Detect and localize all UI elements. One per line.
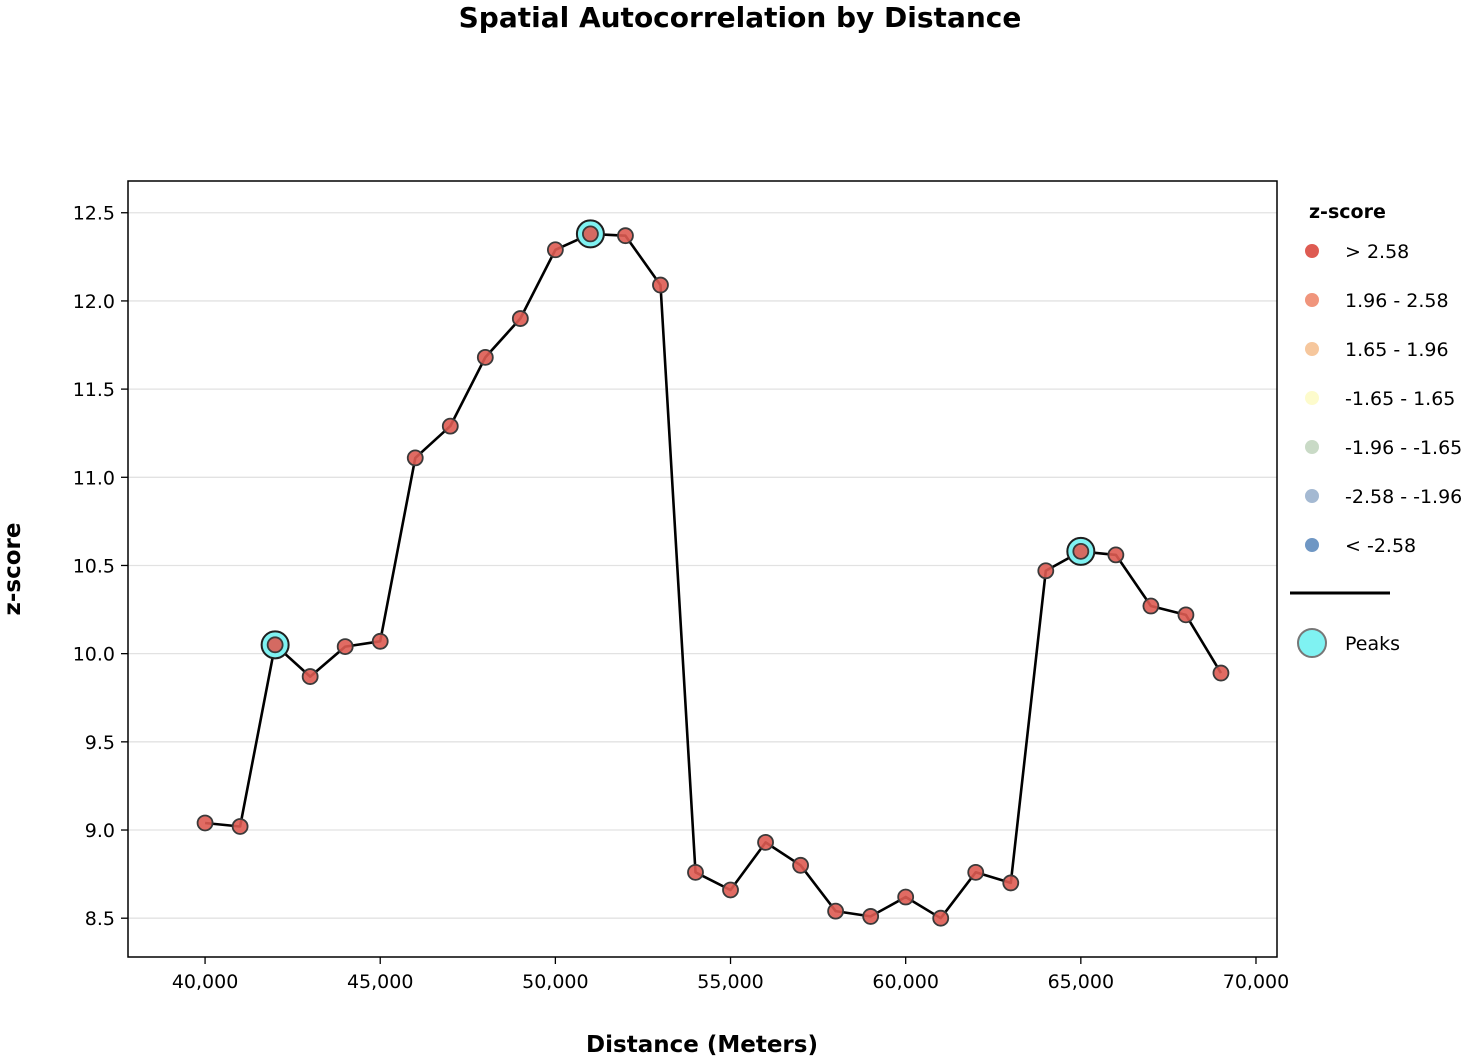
- x-tick-label: 70,000: [1223, 971, 1289, 993]
- data-point: [1142, 597, 1160, 615]
- data-point: [511, 310, 529, 327]
- legend-swatch: [1305, 538, 1319, 552]
- legend-item-label: 1.65 - 1.96: [1345, 339, 1449, 361]
- legend-swatch: [1305, 342, 1319, 356]
- x-tick-label: 40,000: [172, 971, 238, 993]
- legend-item-label: 1.96 - 2.58: [1345, 290, 1449, 312]
- y-tick-label: 10.5: [73, 555, 115, 577]
- legend-swatch: [1305, 440, 1319, 454]
- data-point: [617, 227, 634, 245]
- data-point: [862, 908, 880, 925]
- legend-swatch: [1305, 244, 1319, 258]
- data-point: [652, 276, 669, 294]
- data-point: [231, 818, 249, 835]
- y-tick-label: 12.5: [73, 203, 115, 225]
- data-point: [301, 668, 319, 685]
- y-tick-label: 8.5: [85, 908, 115, 930]
- data-point: [932, 909, 950, 927]
- y-axis: 8.5 9.0 9.5 10.0 10.5 11.0 11.5 12.0 12.5: [73, 203, 128, 930]
- x-tick-label: 60,000: [872, 971, 938, 993]
- data-point: [897, 888, 915, 906]
- legend-item-label: -2.58 - -1.96: [1345, 486, 1462, 508]
- data-point: [722, 881, 739, 899]
- legend-swatch: [1305, 489, 1319, 503]
- y-tick-label: 12.0: [73, 291, 115, 313]
- legend: z-score > 2.58 1.96 - 2.58 1.65 - 1.96 -1.6…: [1290, 201, 1462, 658]
- data-point: [582, 225, 599, 243]
- y-tick-label: 9.0: [85, 820, 115, 842]
- grid-lines: [128, 212, 1277, 919]
- series-line: [204, 232, 1223, 920]
- x-tick-label: 50,000: [522, 971, 588, 993]
- data-point: [1177, 606, 1195, 624]
- data-point: [757, 833, 774, 851]
- data-point: [792, 856, 809, 874]
- plot-area-frame: [127, 180, 1278, 958]
- legend-item-label: -1.96 - -1.65: [1345, 437, 1462, 459]
- x-axis-label: Distance (Meters): [586, 1032, 818, 1058]
- data-point: [196, 814, 214, 832]
- legend-peak-swatch: [1297, 628, 1327, 658]
- data-point: [1212, 664, 1230, 682]
- data-point: [1002, 874, 1020, 892]
- data-point: [1072, 542, 1090, 560]
- legend-peaks-label: Peaks: [1345, 633, 1400, 655]
- x-tick-label: 45,000: [347, 971, 413, 993]
- legend-swatch: [1305, 293, 1319, 307]
- legend-item-label: > 2.58: [1345, 241, 1409, 263]
- legend-item-label: -1.65 - 1.65: [1345, 388, 1455, 410]
- data-point: [827, 902, 845, 920]
- data-point: [406, 449, 424, 467]
- x-tick-label: 55,000: [697, 971, 763, 993]
- x-tick-label: 65,000: [1048, 971, 1114, 993]
- x-axis: 40,000 45,000 50,000 55,000 60,000 65,000 70,0…: [172, 957, 1289, 993]
- data-point: [476, 348, 494, 366]
- y-tick-label: 11.0: [73, 467, 115, 489]
- data-point: [266, 636, 284, 654]
- data-point: [441, 417, 459, 435]
- y-tick-label: 11.5: [73, 379, 115, 401]
- y-tick-label: 10.0: [73, 644, 115, 666]
- data-point: [967, 863, 985, 881]
- y-tick-label: 9.5: [85, 732, 115, 754]
- chart-title: Spatial Autocorrelation by Distance: [459, 1, 1022, 34]
- data-point: [336, 638, 354, 655]
- series-z-score: [196, 219, 1230, 927]
- legend-swatch: [1305, 391, 1319, 405]
- y-axis-label: z-score: [0, 523, 26, 616]
- data-point: [1037, 562, 1055, 580]
- data-point: [1107, 546, 1125, 564]
- legend-item-label: < -2.58: [1345, 535, 1416, 557]
- legend-title: z-score: [1309, 201, 1386, 223]
- data-point: [371, 632, 389, 650]
- data-point: [687, 863, 704, 881]
- data-point: [546, 241, 564, 259]
